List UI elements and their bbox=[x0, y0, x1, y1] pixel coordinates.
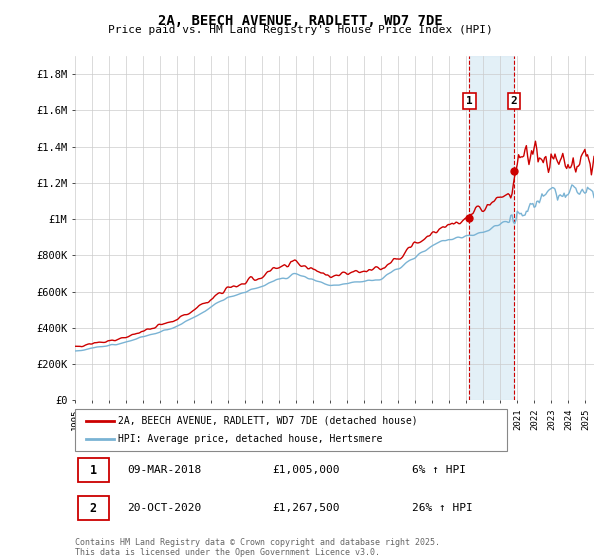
Text: Price paid vs. HM Land Registry's House Price Index (HPI): Price paid vs. HM Land Registry's House … bbox=[107, 25, 493, 35]
Text: £1,267,500: £1,267,500 bbox=[272, 503, 340, 513]
Text: £1,005,000: £1,005,000 bbox=[272, 465, 340, 475]
FancyBboxPatch shape bbox=[77, 458, 109, 482]
Text: 1: 1 bbox=[89, 464, 97, 477]
Text: 20-OCT-2020: 20-OCT-2020 bbox=[127, 503, 201, 513]
Text: HPI: Average price, detached house, Hertsmere: HPI: Average price, detached house, Hert… bbox=[118, 434, 383, 444]
Text: 2: 2 bbox=[89, 502, 97, 515]
Text: Contains HM Land Registry data © Crown copyright and database right 2025.
This d: Contains HM Land Registry data © Crown c… bbox=[75, 538, 440, 557]
Text: 2A, BEECH AVENUE, RADLETT, WD7 7DE: 2A, BEECH AVENUE, RADLETT, WD7 7DE bbox=[158, 14, 442, 28]
Text: 2: 2 bbox=[511, 96, 517, 106]
Bar bbox=[469, 56, 514, 400]
FancyBboxPatch shape bbox=[75, 409, 507, 451]
Text: 2A, BEECH AVENUE, RADLETT, WD7 7DE (detached house): 2A, BEECH AVENUE, RADLETT, WD7 7DE (deta… bbox=[118, 416, 418, 426]
Text: 1: 1 bbox=[466, 96, 473, 106]
Text: 09-MAR-2018: 09-MAR-2018 bbox=[127, 465, 201, 475]
Text: 6% ↑ HPI: 6% ↑ HPI bbox=[412, 465, 466, 475]
Text: 26% ↑ HPI: 26% ↑ HPI bbox=[412, 503, 473, 513]
FancyBboxPatch shape bbox=[77, 496, 109, 520]
